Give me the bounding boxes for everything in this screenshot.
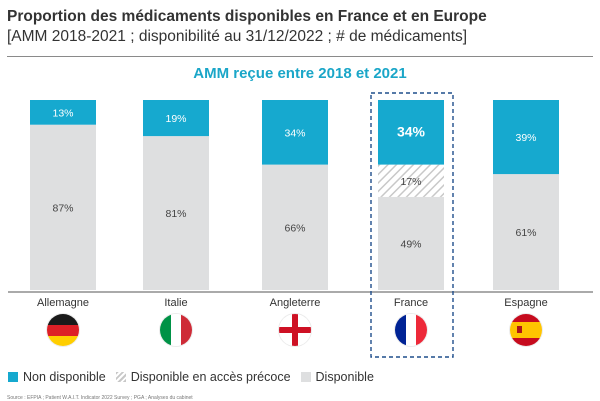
bar-disponible-france <box>378 196 444 290</box>
legend-label-non-disponible: Non disponible <box>23 370 106 384</box>
data-label-non-disponible-france: 34% <box>397 123 426 139</box>
data-label-non-disponible-italie: 19% <box>165 113 186 125</box>
bar-non-disponible-allemagne <box>30 100 96 125</box>
bar-non-disponible-espagne <box>493 100 559 175</box>
data-label-disponible-france: 49% <box>400 238 421 250</box>
legend-item-acces-precoce: Disponible en accès précoce <box>115 370 291 384</box>
flag-france-icon <box>395 314 427 346</box>
source-note: Source : EFPIA ; Patient W.A.I.T. Indica… <box>7 395 193 401</box>
france-highlight-frame <box>370 92 454 358</box>
bar-non-disponible-italie <box>143 100 209 137</box>
data-label-non-disponible-angleterre: 34% <box>284 127 305 139</box>
x-tick-label-allemagne: Allemagne <box>37 297 89 309</box>
legend-label-disponible: Disponible <box>315 370 374 384</box>
bar-disponible-angleterre <box>262 164 328 290</box>
legend-item-disponible: Disponible <box>300 370 374 384</box>
legend-swatch-acces-precoce <box>115 372 126 382</box>
legend-swatch-non-disponible <box>8 372 18 382</box>
bar-disponible-allemagne <box>30 124 96 290</box>
legend-item-non-disponible: Non disponible <box>8 370 106 384</box>
data-label-non-disponible-espagne: 39% <box>515 132 536 144</box>
data-label-disponible-italie: 81% <box>165 208 186 220</box>
bar-non-disponible-france <box>378 100 444 165</box>
x-tick-label-france: France <box>394 297 428 309</box>
bar-disponible-espagne <box>493 174 559 290</box>
data-label-non-disponible-allemagne: 13% <box>52 107 73 119</box>
title-divider <box>7 56 593 57</box>
data-label-acces-precoce-france: 17% <box>400 176 421 188</box>
chart-heading: AMM reçue entre 2018 et 2021 <box>193 65 407 82</box>
data-label-disponible-allemagne: 87% <box>52 202 73 214</box>
bar-acces-precoce-france <box>378 164 444 197</box>
stacked-bar-chart: 87% 13% 81% 19% 66% 34% 49% 17% 34% 61% 39% Allema… <box>8 92 593 358</box>
data-label-disponible-espagne: 61% <box>515 227 536 239</box>
legend-swatch-disponible <box>300 372 311 382</box>
flag-italy-icon <box>160 314 192 346</box>
data-label-disponible-angleterre: 66% <box>284 222 305 234</box>
chart-legend: Non disponible Disponible en accès préco… <box>8 370 384 384</box>
flag-germany-icon <box>47 314 79 346</box>
flag-england-icon <box>279 314 311 346</box>
x-tick-label-angleterre: Angleterre <box>270 297 321 309</box>
flag-spain-icon <box>510 314 542 346</box>
page-title: Proportion des médicaments disponibles e… <box>7 8 487 25</box>
page-subtitle: [AMM 2018-2021 ; disponibilité au 31/12/… <box>7 28 468 45</box>
legend-label-acces-precoce: Disponible en accès précoce <box>130 370 291 384</box>
x-tick-label-espagne: Espagne <box>504 297 547 309</box>
bar-non-disponible-angleterre <box>262 100 328 165</box>
bar-disponible-italie <box>143 136 209 290</box>
x-tick-label-italie: Italie <box>164 297 187 309</box>
